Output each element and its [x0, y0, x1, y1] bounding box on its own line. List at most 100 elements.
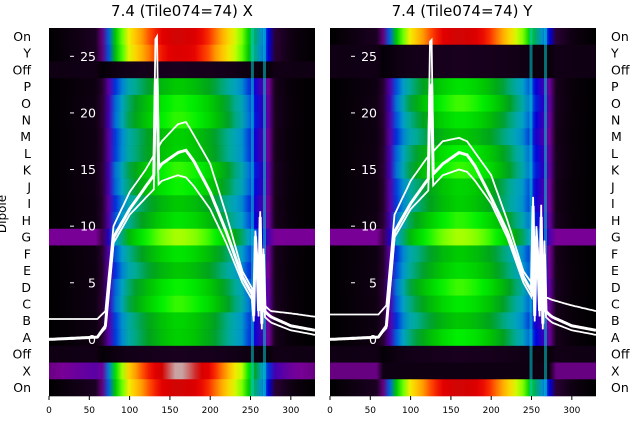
overlay-lines: [329, 37, 597, 341]
overlay-lines: [48, 33, 316, 341]
x-tick-label: 200: [202, 406, 219, 416]
heatmap-row: [330, 295, 596, 313]
overlay-line: [49, 33, 316, 320]
overlay-y-tick-label: 25: [80, 49, 96, 64]
dipole-tick-label: H: [611, 213, 620, 228]
dipole-tick-label: N: [611, 113, 620, 128]
heatmap-row: [330, 312, 596, 330]
chart-title: 7.4 (Tile074=74) X: [111, 2, 253, 20]
heatmap-row: [49, 329, 315, 347]
dipole-tick-label: D: [21, 280, 31, 295]
dipole-tick-label: F: [611, 246, 618, 261]
rfi-band: [529, 28, 533, 396]
x-tick-label: 0: [46, 406, 52, 416]
heatmap-row: [49, 128, 315, 146]
rfi-band: [250, 28, 254, 396]
heatmap-row: [49, 345, 315, 363]
heatmap-row: [330, 212, 596, 230]
panel-x: 7.4 (Tile074=74) X Dipole OnYOffPONMLKJI…: [0, 2, 316, 416]
dipole-tick-label: On: [611, 380, 629, 395]
heatmap-row: [330, 61, 596, 79]
dipole-tick-label: On: [13, 29, 31, 44]
heatmap-row: [49, 379, 315, 397]
dipole-tick-label: D: [611, 280, 621, 295]
dipole-tick-label: P: [23, 79, 31, 94]
dipole-tick-label: N: [22, 113, 31, 128]
heatmap-row: [330, 329, 596, 347]
y-axis-label: Dipole: [0, 195, 9, 233]
x-tick-label: 100: [121, 406, 138, 416]
x-tick-labels: 0 50 100 150 200 250 300: [46, 396, 300, 416]
heatmap-row: [330, 245, 596, 263]
overlay-y-tick-labels: 0 5 10 15 20 25: [70, 49, 96, 347]
heatmap-rows: [330, 28, 596, 397]
dipole-tick-label: L: [611, 146, 618, 161]
x-tick-label: 50: [84, 406, 96, 416]
rfi-band: [544, 28, 548, 396]
dipole-tick-label: P: [611, 79, 619, 94]
dipole-tick-label: L: [24, 146, 31, 161]
dipole-tick-label: M: [20, 129, 31, 144]
x-tick-label: 250: [242, 406, 259, 416]
heatmap-row: [330, 178, 596, 196]
dipole-tick-label: H: [22, 213, 31, 228]
dipole-tick-label: G: [21, 230, 31, 245]
overlay-line: [48, 115, 316, 341]
dipole-tick-label: Off: [13, 62, 32, 77]
heatmap-row: [49, 262, 315, 280]
x-tick-label: 150: [161, 406, 178, 416]
dipole-tick-label: I: [611, 196, 615, 211]
x-tick-labels: 0 50 100 150 200 250 300: [327, 396, 581, 416]
overlay-y-tick-label: 20: [361, 105, 377, 120]
dipole-tick-label: A: [22, 330, 31, 345]
heatmap-row: [49, 312, 315, 330]
heatmap-row: [330, 379, 596, 397]
dipole-tick-label: F: [24, 246, 31, 261]
x-tick-label: 200: [483, 406, 500, 416]
heatmap-row: [330, 28, 596, 46]
heatmap-row: [330, 195, 596, 213]
rfi-band: [263, 28, 267, 396]
panel-y: 7.4 (Tile074=74) Y OnYOffPONMLKJIHGFEDCB…: [327, 2, 630, 416]
dipole-tick-label: Off: [611, 347, 630, 362]
x-tick-label: 150: [442, 406, 459, 416]
heatmap-row: [49, 161, 315, 179]
dipole-tick-label: O: [611, 96, 621, 111]
overlay-y-tick-labels: 0 5 10 15 20 25: [351, 49, 377, 347]
x-tick-label: 100: [402, 406, 419, 416]
dipole-tick-label: Y: [22, 46, 31, 61]
heatmap-row: [330, 362, 596, 380]
overlay-y-tick-label: 15: [361, 162, 377, 177]
overlay-y-tick-label: 0: [369, 332, 377, 347]
overlay-y-tick-label: 0: [88, 332, 96, 347]
heatmap-row: [49, 362, 315, 380]
dipole-tick-label: Off: [611, 62, 630, 77]
chart-title: 7.4 (Tile074=74) Y: [392, 2, 534, 20]
heatmap-row: [49, 212, 315, 230]
dipole-tick-label: On: [611, 29, 629, 44]
heatmap-row: [49, 61, 315, 79]
heatmap-row: [330, 44, 596, 62]
heatmap-row: [49, 78, 315, 96]
dipole-tick-label: J: [26, 179, 31, 194]
heatmap-row: [330, 94, 596, 112]
heatmap-row: [330, 111, 596, 129]
heatmap-row: [49, 178, 315, 196]
heatmap-row: [49, 145, 315, 163]
x-tick-label: 250: [523, 406, 540, 416]
overlay-y-tick-label: 5: [88, 275, 96, 290]
dipole-tick-label: C: [611, 297, 620, 312]
heatmap-row: [330, 128, 596, 146]
dipole-tick-label: Y: [610, 46, 619, 61]
dipole-tick-label: E: [23, 263, 31, 278]
heatmap-row: [49, 28, 315, 46]
overlay-line: [330, 37, 597, 316]
dipole-tick-label: K: [611, 163, 620, 178]
dipole-tick-label: X: [611, 363, 620, 378]
dipole-tick-label: On: [13, 380, 31, 395]
overlay-y-tick-label: 5: [369, 275, 377, 290]
heatmap-row: [49, 44, 315, 62]
